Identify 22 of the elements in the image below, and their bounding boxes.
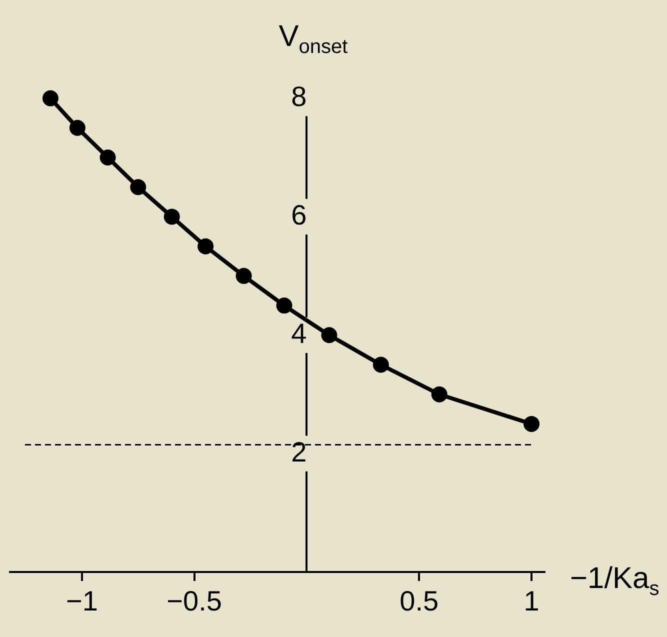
point — [42, 90, 58, 106]
y-tick-label: 6 — [291, 199, 307, 230]
x-tick-label: 1 — [524, 586, 540, 617]
point — [431, 386, 448, 402]
x-axis-title: −1/Ka$_{s}$ — [570, 562, 660, 601]
point — [236, 268, 252, 284]
point — [321, 327, 338, 344]
point — [130, 179, 146, 196]
y-tick-label: 4 — [291, 318, 307, 349]
x-tick-label: 0.5 — [400, 586, 439, 617]
point — [372, 356, 389, 373]
y-axis-title: V$_{onset}$ — [278, 20, 348, 59]
x-tick-label: −1 — [66, 586, 98, 617]
point — [524, 416, 540, 432]
y-tick-label: 2 — [291, 436, 307, 468]
point — [100, 150, 116, 166]
point — [198, 238, 214, 254]
point — [164, 208, 180, 225]
point — [69, 120, 86, 136]
y-tick-label: 8 — [291, 81, 307, 112]
x-tick-label: −0.5 — [166, 586, 222, 617]
point — [276, 298, 292, 314]
